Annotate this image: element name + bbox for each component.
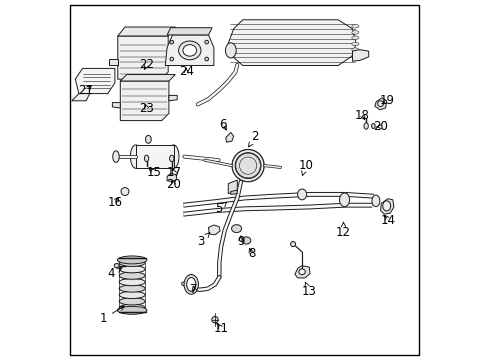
Polygon shape: [120, 81, 168, 121]
Ellipse shape: [363, 123, 367, 129]
Text: 5: 5: [215, 202, 226, 215]
Text: 3: 3: [197, 233, 209, 248]
Ellipse shape: [170, 40, 173, 44]
Ellipse shape: [113, 151, 119, 162]
Ellipse shape: [119, 266, 145, 273]
Ellipse shape: [130, 145, 141, 168]
Polygon shape: [72, 94, 89, 101]
Ellipse shape: [371, 195, 379, 207]
Ellipse shape: [290, 242, 295, 247]
Text: 1: 1: [100, 306, 124, 325]
Ellipse shape: [183, 275, 198, 294]
Text: 20: 20: [372, 120, 387, 133]
Polygon shape: [118, 36, 168, 79]
Text: 20: 20: [165, 178, 180, 191]
Bar: [136, 145, 173, 168]
Text: 8: 8: [247, 247, 255, 260]
Text: 2: 2: [248, 130, 259, 147]
Polygon shape: [167, 28, 212, 35]
Text: 9: 9: [237, 235, 244, 248]
Text: 10: 10: [298, 159, 312, 176]
Ellipse shape: [119, 279, 145, 286]
Ellipse shape: [119, 272, 145, 279]
Ellipse shape: [114, 264, 119, 268]
Text: 7: 7: [190, 283, 198, 296]
Ellipse shape: [351, 31, 358, 34]
Ellipse shape: [170, 57, 173, 61]
Ellipse shape: [298, 269, 305, 275]
Polygon shape: [75, 68, 115, 94]
Polygon shape: [165, 35, 213, 66]
Text: 19: 19: [378, 94, 393, 107]
Polygon shape: [294, 266, 309, 278]
Text: 4: 4: [107, 267, 122, 280]
Ellipse shape: [231, 149, 264, 182]
Text: 24: 24: [178, 65, 193, 78]
Ellipse shape: [235, 153, 261, 179]
Ellipse shape: [231, 225, 241, 233]
Ellipse shape: [119, 291, 145, 298]
Ellipse shape: [168, 145, 179, 168]
Ellipse shape: [377, 101, 383, 107]
Ellipse shape: [339, 193, 349, 207]
Ellipse shape: [297, 189, 306, 200]
Text: 18: 18: [354, 109, 369, 122]
Polygon shape: [112, 103, 120, 108]
Ellipse shape: [117, 256, 146, 264]
Polygon shape: [352, 50, 368, 61]
Polygon shape: [228, 20, 355, 66]
Ellipse shape: [119, 259, 145, 266]
Ellipse shape: [183, 45, 196, 56]
Ellipse shape: [119, 285, 145, 292]
Text: 23: 23: [139, 102, 154, 115]
Polygon shape: [168, 95, 177, 101]
Ellipse shape: [211, 316, 218, 323]
Text: 22: 22: [139, 58, 154, 71]
Polygon shape: [374, 98, 386, 110]
Text: 13: 13: [301, 282, 316, 298]
Polygon shape: [120, 75, 175, 81]
Polygon shape: [168, 52, 177, 58]
Text: 6: 6: [219, 118, 226, 131]
Ellipse shape: [144, 155, 148, 162]
Ellipse shape: [351, 42, 358, 46]
Ellipse shape: [382, 201, 390, 211]
Ellipse shape: [371, 123, 374, 129]
Ellipse shape: [119, 304, 145, 311]
Polygon shape: [230, 190, 237, 194]
Ellipse shape: [351, 54, 358, 58]
Ellipse shape: [351, 24, 358, 28]
Text: 11: 11: [213, 322, 228, 335]
Polygon shape: [380, 199, 393, 214]
Polygon shape: [225, 132, 233, 142]
Ellipse shape: [178, 41, 201, 60]
Ellipse shape: [351, 48, 358, 51]
Text: 16: 16: [107, 196, 122, 209]
Polygon shape: [108, 59, 118, 65]
Text: 17: 17: [166, 166, 182, 179]
Ellipse shape: [241, 237, 250, 244]
Ellipse shape: [225, 43, 236, 58]
Text: 14: 14: [380, 214, 395, 227]
Polygon shape: [167, 174, 177, 182]
Ellipse shape: [169, 155, 174, 162]
Polygon shape: [208, 225, 220, 235]
Ellipse shape: [145, 135, 151, 143]
Ellipse shape: [119, 298, 145, 305]
Text: 21: 21: [79, 84, 93, 97]
Ellipse shape: [186, 278, 195, 291]
Ellipse shape: [204, 40, 208, 44]
Ellipse shape: [351, 36, 358, 40]
Ellipse shape: [121, 188, 129, 195]
Text: 12: 12: [335, 222, 350, 239]
Ellipse shape: [117, 306, 146, 314]
Ellipse shape: [204, 57, 208, 61]
Polygon shape: [228, 180, 237, 194]
Polygon shape: [118, 27, 175, 36]
Text: 15: 15: [146, 166, 161, 179]
